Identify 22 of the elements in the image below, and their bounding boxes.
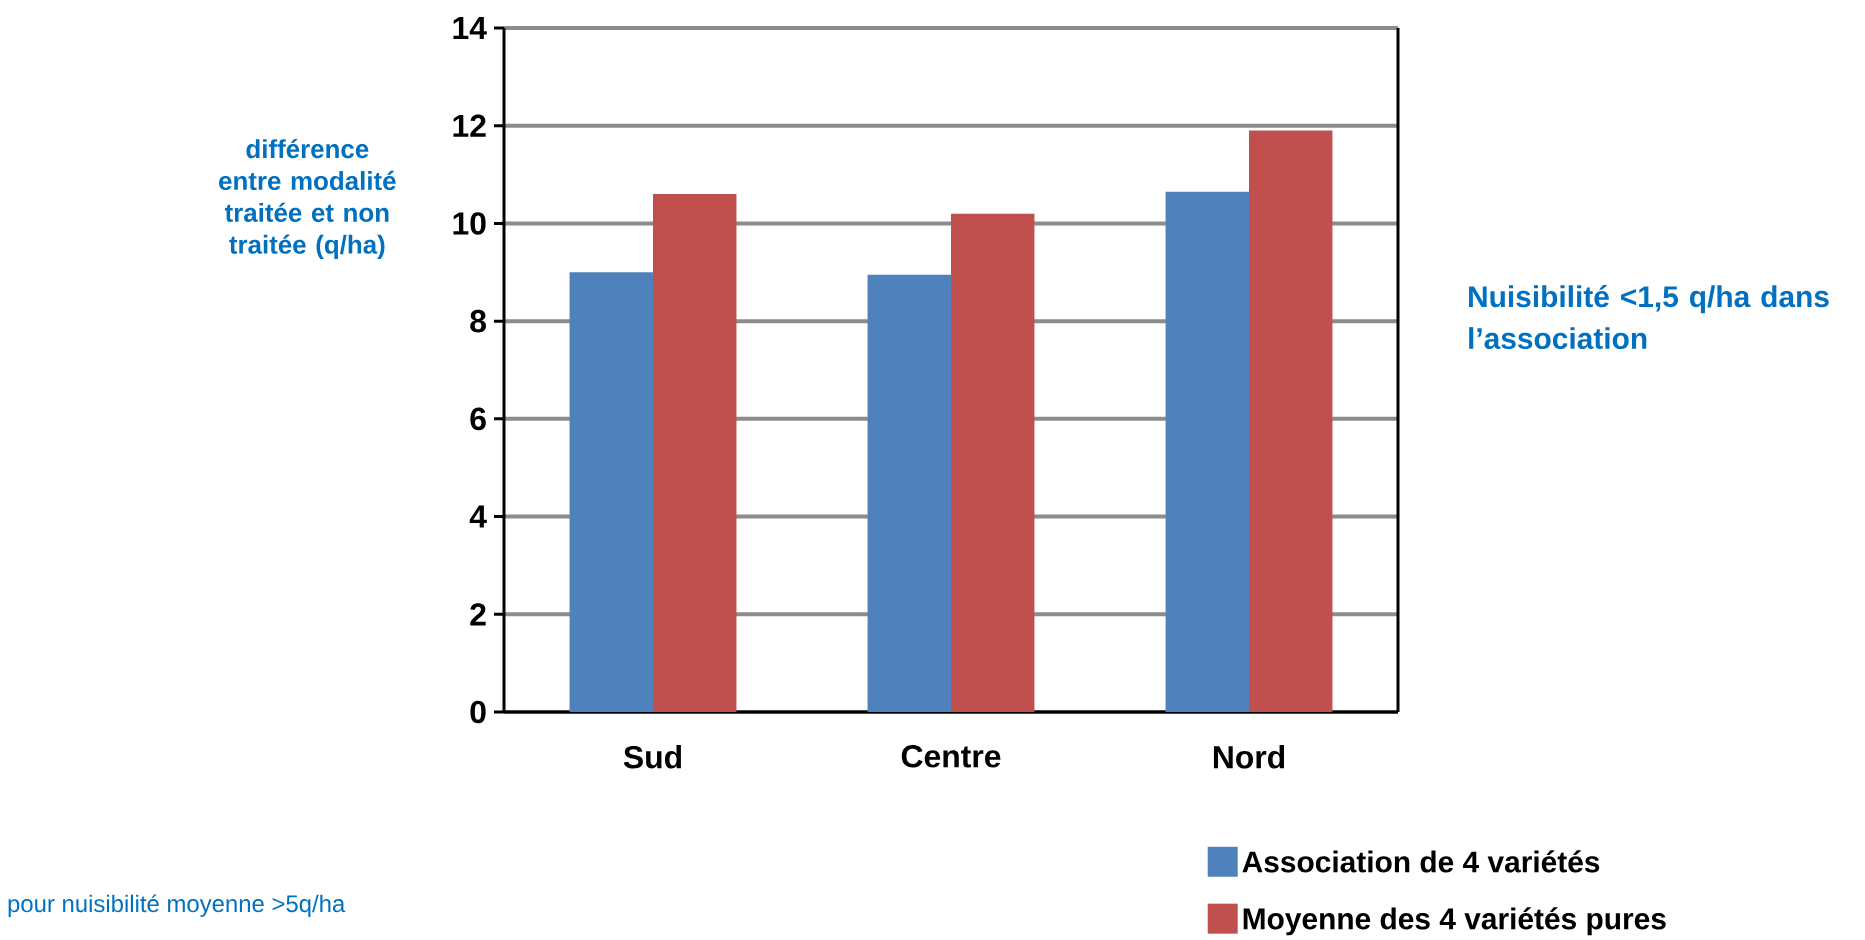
y-tick-label: 14 (453, 16, 487, 39)
legend-label: Association de 4 variétés (1242, 850, 1600, 873)
text: Nuisibilité <1,5 q/ha dans l’association (1469, 285, 1829, 350)
bar (951, 213, 1035, 712)
bar (569, 272, 653, 712)
bar (1165, 191, 1250, 712)
y-tick-label: 8 (470, 309, 486, 333)
text: pour nuisibilité moyenne >5q/ha (8, 894, 346, 917)
y-tick-label: 2 (470, 603, 486, 626)
y-tick-label: 10 (453, 212, 486, 235)
bar (653, 194, 737, 712)
y-axis-title: différence entre modalité traitée et non traitée (q/ha) (219, 138, 396, 259)
y-tick-label: 0 (470, 700, 486, 724)
y-tick-label: 4 (469, 505, 487, 528)
y-tick-label: 12 (453, 114, 486, 137)
x-tick-label: Nord (1213, 745, 1285, 769)
y-tick-label: 6 (470, 407, 486, 431)
x-tick-label: Centre (901, 745, 1001, 768)
bar (1249, 130, 1333, 712)
legend-label: Moyenne des 4 variétés pures (1243, 907, 1666, 936)
bar (867, 274, 952, 712)
x-tick-label: Sud (623, 745, 682, 769)
